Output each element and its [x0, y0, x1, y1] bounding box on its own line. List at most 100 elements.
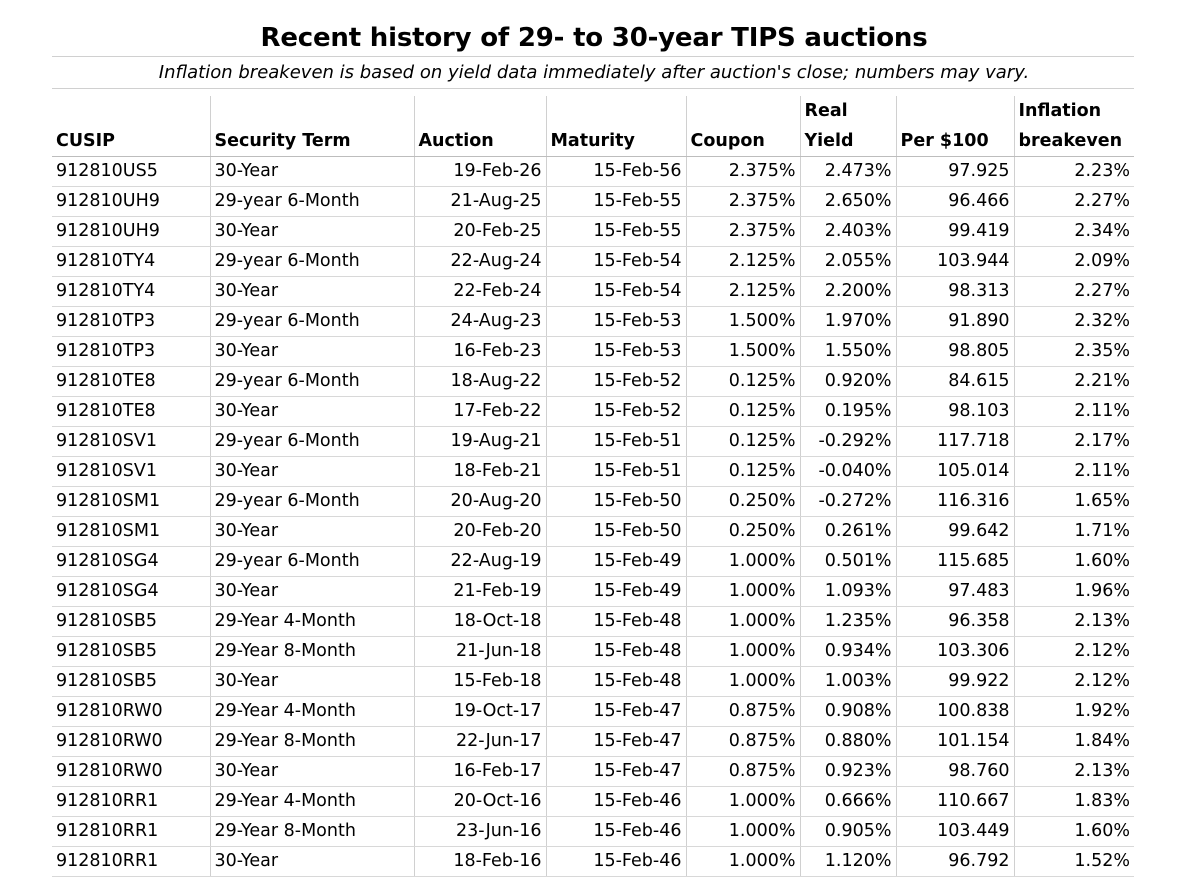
cell-auction: 21-Jun-18 [413, 636, 547, 667]
cell-cusip: 912810TP3 [52, 336, 211, 367]
cell-inflation-breakeven: 2.13% [1013, 606, 1134, 637]
cell-auction: 18-Oct-18 [413, 606, 547, 637]
cell-maturity: 15-Feb-52 [545, 366, 687, 397]
cell-security-term: 30-Year [209, 216, 415, 247]
cell-security-term: 29-Year 4-Month [209, 606, 415, 637]
table-row: 912810RW0 30-Year 16-Feb-17 15-Feb-47 0.875%… [52, 756, 1134, 787]
cell-per-100: 96.792 [895, 846, 1015, 877]
cell-maturity: 15-Feb-54 [545, 276, 687, 307]
cell-security-term: 29-Year 4-Month [209, 696, 415, 727]
header-auction-line2: Auction [418, 131, 494, 151]
page-subtitle: Inflation breakeven is based on yield da… [158, 62, 1030, 83]
table-header: CUSIP Security Term Auction Maturity Cou… [52, 96, 1134, 157]
cell-coupon: 1.000% [685, 786, 801, 817]
cell-real-yield: 2.473% [799, 156, 897, 187]
cell-per-100: 117.718 [895, 426, 1015, 457]
cell-real-yield: 1.003% [799, 666, 897, 697]
table-row: 912810US5 30-Year 19-Feb-26 15-Feb-56 2.375%… [52, 156, 1134, 187]
cell-per-100: 99.642 [895, 516, 1015, 547]
cell-security-term: 30-Year [209, 396, 415, 427]
cell-coupon: 0.125% [685, 396, 801, 427]
cell-security-term: 29-year 6-Month [209, 186, 415, 217]
cell-coupon: 2.375% [685, 156, 801, 187]
cell-real-yield: 0.908% [799, 696, 897, 727]
cell-cusip: 912810SB5 [52, 666, 211, 697]
cell-inflation-breakeven: 1.84% [1013, 726, 1134, 757]
cell-real-yield: 1.120% [799, 846, 897, 877]
cell-cusip: 912810SB5 [52, 606, 211, 637]
table-row: 912810TY4 30-Year 22-Feb-24 15-Feb-54 2.125%… [52, 276, 1134, 307]
cell-real-yield: 0.934% [799, 636, 897, 667]
cell-maturity: 15-Feb-52 [545, 396, 687, 427]
cell-real-yield: 1.970% [799, 306, 897, 337]
cell-coupon: 1.000% [685, 666, 801, 697]
header-maturity: Maturity [545, 96, 687, 157]
table-row: 912810UH9 29-year 6-Month 21-Aug-25 15-Feb-… [52, 186, 1134, 217]
cell-inflation-breakeven: 1.65% [1013, 486, 1134, 517]
cell-security-term: 30-Year [209, 516, 415, 547]
cell-per-100: 97.925 [895, 156, 1015, 187]
header-coupon-line2: Coupon [690, 131, 765, 151]
cell-cusip: 912810TE8 [52, 366, 211, 397]
table-row: 912810SB5 29-Year 4-Month 18-Oct-18 15-Feb-… [52, 606, 1134, 637]
cell-cusip: 912810TP3 [52, 306, 211, 337]
cell-maturity: 15-Feb-47 [545, 726, 687, 757]
cell-cusip: 912810RR1 [52, 816, 211, 847]
table-row: 912810TY4 29-year 6-Month 22-Aug-24 15-Feb-… [52, 246, 1134, 277]
cell-security-term: 29-Year 8-Month [209, 816, 415, 847]
cell-maturity: 15-Feb-50 [545, 486, 687, 517]
cell-maturity: 15-Feb-48 [545, 636, 687, 667]
cell-per-100: 91.890 [895, 306, 1015, 337]
table-row: 912810TE8 30-Year 17-Feb-22 15-Feb-52 0.125%… [52, 396, 1134, 427]
cell-real-yield: 2.403% [799, 216, 897, 247]
cell-maturity: 15-Feb-48 [545, 606, 687, 637]
cell-inflation-breakeven: 2.32% [1013, 306, 1134, 337]
cell-inflation-breakeven: 2.11% [1013, 396, 1134, 427]
table-row: 912810SM1 30-Year 20-Feb-20 15-Feb-50 0.250%… [52, 516, 1134, 547]
cell-auction: 18-Aug-22 [413, 366, 547, 397]
header-security-term-line2: Security Term [214, 131, 351, 151]
table-row: 912810UH9 30-Year 20-Feb-25 15-Feb-55 2.375%… [52, 216, 1134, 247]
cell-coupon: 2.125% [685, 276, 801, 307]
cell-cusip: 912810RR1 [52, 846, 211, 877]
header-coupon: Coupon [685, 96, 801, 157]
cell-maturity: 15-Feb-51 [545, 426, 687, 457]
header-per-100-line2: Per $100 [900, 131, 989, 151]
header-security-term: Security Term [209, 96, 415, 157]
header-cusip: CUSIP [52, 96, 211, 157]
cell-auction: 15-Feb-18 [413, 666, 547, 697]
cell-maturity: 15-Feb-55 [545, 216, 687, 247]
table-row: 912810RW0 29-Year 8-Month 22-Jun-17 15-Feb-… [52, 726, 1134, 757]
cell-auction: 22-Feb-24 [413, 276, 547, 307]
cell-coupon: 0.875% [685, 756, 801, 787]
cell-maturity: 15-Feb-54 [545, 246, 687, 277]
cell-coupon: 0.125% [685, 366, 801, 397]
cell-coupon: 0.875% [685, 696, 801, 727]
table-row: 912810RR1 30-Year 18-Feb-16 15-Feb-46 1.000%… [52, 846, 1134, 877]
header-real-yield-line1: Real [804, 101, 848, 121]
table-row: 912810SM1 29-year 6-Month 20-Aug-20 15-Feb-… [52, 486, 1134, 517]
cell-real-yield: 0.920% [799, 366, 897, 397]
cell-cusip: 912810TY4 [52, 246, 211, 277]
subtitle-divider [52, 88, 1134, 89]
cell-coupon: 1.500% [685, 336, 801, 367]
cell-coupon: 1.000% [685, 816, 801, 847]
cell-inflation-breakeven: 2.23% [1013, 156, 1134, 187]
cell-security-term: 29-year 6-Month [209, 306, 415, 337]
title-divider [52, 56, 1134, 57]
cell-auction: 23-Jun-16 [413, 816, 547, 847]
table-row: 912810RR1 29-Year 8-Month 23-Jun-16 15-Feb-… [52, 816, 1134, 847]
cell-security-term: 30-Year [209, 456, 415, 487]
cell-per-100: 98.313 [895, 276, 1015, 307]
cell-cusip: 912810UH9 [52, 186, 211, 217]
cell-real-yield: 0.195% [799, 396, 897, 427]
cell-security-term: 30-Year [209, 846, 415, 877]
cell-cusip: 912810TY4 [52, 276, 211, 307]
cell-maturity: 15-Feb-55 [545, 186, 687, 217]
cell-security-term: 29-Year 4-Month [209, 786, 415, 817]
cell-inflation-breakeven: 2.12% [1013, 666, 1134, 697]
cell-security-term: 29-year 6-Month [209, 366, 415, 397]
cell-inflation-breakeven: 1.83% [1013, 786, 1134, 817]
header-real-yield: Real Yield [799, 96, 897, 157]
cell-real-yield: 0.666% [799, 786, 897, 817]
